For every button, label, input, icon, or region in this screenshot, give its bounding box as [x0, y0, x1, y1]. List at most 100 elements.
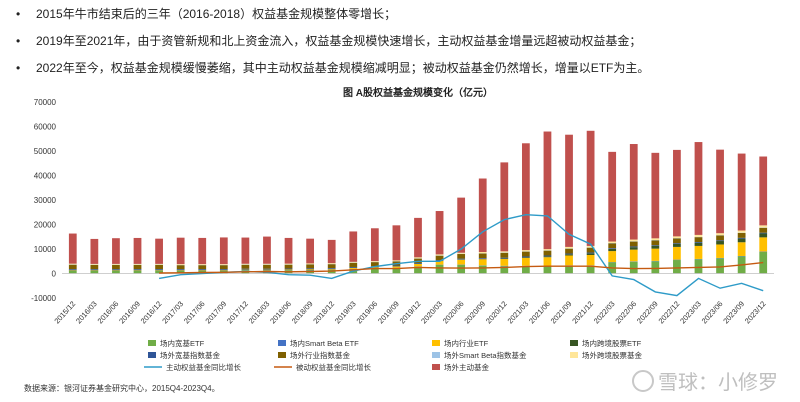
- bar-segment: [565, 265, 573, 274]
- bar-segment: [521, 256, 530, 258]
- bar-segment: [651, 152, 660, 239]
- bar-segment: [435, 261, 444, 265]
- bar-segment: [176, 237, 185, 265]
- bar-segment: [457, 258, 466, 260]
- bar-segment: [543, 131, 552, 250]
- x-tick-label: 2022/06: [613, 299, 638, 325]
- bar-segment: [198, 264, 207, 265]
- passive-growth-line: [159, 261, 764, 274]
- bar-segment: [435, 211, 444, 255]
- bar-segment: [284, 264, 293, 269]
- bar-segment: [219, 237, 228, 265]
- x-tick-label: 2017/03: [160, 299, 185, 325]
- bar-segment: [457, 264, 466, 274]
- bar-segment: [694, 242, 703, 246]
- legend-label: 场内Smart Beta ETF: [290, 338, 359, 348]
- bar-segment: [370, 262, 379, 267]
- bar-segment: [716, 233, 724, 236]
- bar-segment: [263, 236, 271, 264]
- x-tick-label: 2017/12: [225, 299, 250, 325]
- bar-segment: [112, 238, 120, 264]
- y-tick-label: 30000: [34, 196, 57, 205]
- bar-segment: [673, 260, 681, 274]
- watermark-text: 雪球：小修罗: [658, 372, 778, 394]
- bullet-dot: •: [16, 61, 21, 75]
- bar-segment: [327, 264, 336, 269]
- bar-segment: [737, 237, 746, 239]
- bar-segment: [629, 247, 638, 250]
- bar-segment: [90, 270, 99, 274]
- bar-segment: [737, 238, 746, 243]
- y-tick-label: 60000: [34, 123, 57, 132]
- bar-segment: [457, 253, 466, 259]
- bar-segment: [500, 266, 509, 274]
- bar-segment: [521, 257, 530, 258]
- y-tick-label: 0: [52, 270, 57, 279]
- bar-segment: [327, 268, 336, 269]
- x-tick-label: 2019/09: [376, 299, 401, 325]
- bullet-item-1: • 2015年牛市结束后的三年（2016-2018）权益基金规模整体零增长；: [10, 6, 790, 22]
- bar-segment: [263, 263, 271, 265]
- bar-segment: [306, 238, 315, 264]
- x-tick-label: 2023/09: [721, 299, 746, 325]
- bar-segment: [155, 263, 163, 265]
- bar-segment: [435, 255, 444, 261]
- bar-segment: [241, 237, 250, 264]
- legend-swatch: [432, 340, 440, 346]
- bar-segment: [284, 263, 293, 265]
- bar-segment: [565, 253, 573, 255]
- bar-segment: [414, 266, 422, 274]
- x-tick-label: 2020/09: [462, 299, 487, 325]
- y-tick-label: 40000: [34, 172, 57, 181]
- legend-swatch: [432, 364, 440, 370]
- bullet-item-2: • 2019年至2021年，由于资管新规和北上资金流入，权益基金规模快速增长，主动…: [10, 33, 790, 49]
- fund-size-chart: 图 A股权益基金规模变化（亿元） -10000 0 10000 20000 30000 40…: [31, 86, 774, 372]
- legend-swatch: [570, 352, 578, 358]
- bar-segment: [478, 258, 487, 259]
- x-tick-label: 2016/03: [74, 299, 99, 325]
- x-tick-label: 2021/03: [506, 299, 531, 325]
- bar-segment: [673, 149, 681, 237]
- bar-segment: [651, 245, 660, 246]
- bar-segment: [629, 246, 638, 248]
- bar-segment: [263, 269, 271, 271]
- bar-segment: [673, 243, 681, 247]
- bar-segment: [68, 264, 77, 270]
- x-tick-label: 2020/03: [419, 299, 444, 325]
- x-tick-label: 2017/06: [182, 299, 207, 325]
- bar-segment: [716, 241, 724, 245]
- bar-segment: [90, 264, 99, 270]
- bar-segment: [673, 238, 681, 244]
- bar-segment: [759, 225, 768, 228]
- legend-label: 场外Smart Beta指数基金: [444, 350, 527, 360]
- bar-segment: [133, 237, 142, 264]
- bar-segment: [694, 237, 703, 243]
- bar-segment: [176, 265, 185, 270]
- bar-segment: [241, 263, 250, 265]
- bar-segment: [673, 236, 681, 239]
- legend-label: 场内宽基ETF: [160, 338, 205, 348]
- bar-segment: [478, 259, 487, 266]
- bar-segment: [586, 253, 595, 256]
- bar-segment: [155, 238, 163, 264]
- bar-segment: [629, 261, 638, 274]
- legend-swatch: [570, 340, 578, 346]
- x-tick-label: 2018/06: [268, 299, 293, 325]
- bar-segment: [306, 269, 315, 270]
- bar-segment: [327, 263, 336, 264]
- bar-segment: [112, 263, 120, 265]
- bar-segment: [565, 134, 573, 247]
- bar-segment: [176, 264, 185, 265]
- bar-segment: [68, 263, 77, 265]
- bar-segment: [694, 245, 703, 259]
- bar-segment: [392, 266, 401, 268]
- bar-segment: [90, 263, 99, 265]
- bar-segment: [521, 257, 530, 266]
- x-tick-label: 2019/12: [398, 299, 423, 325]
- bar-segment: [112, 264, 120, 270]
- y-tick-label: 70000: [34, 98, 57, 107]
- x-tick-label: 2023/12: [743, 299, 768, 325]
- bar-segment: [414, 257, 422, 259]
- x-tick-label: 2018/12: [311, 299, 336, 325]
- bar-segment: [500, 258, 509, 266]
